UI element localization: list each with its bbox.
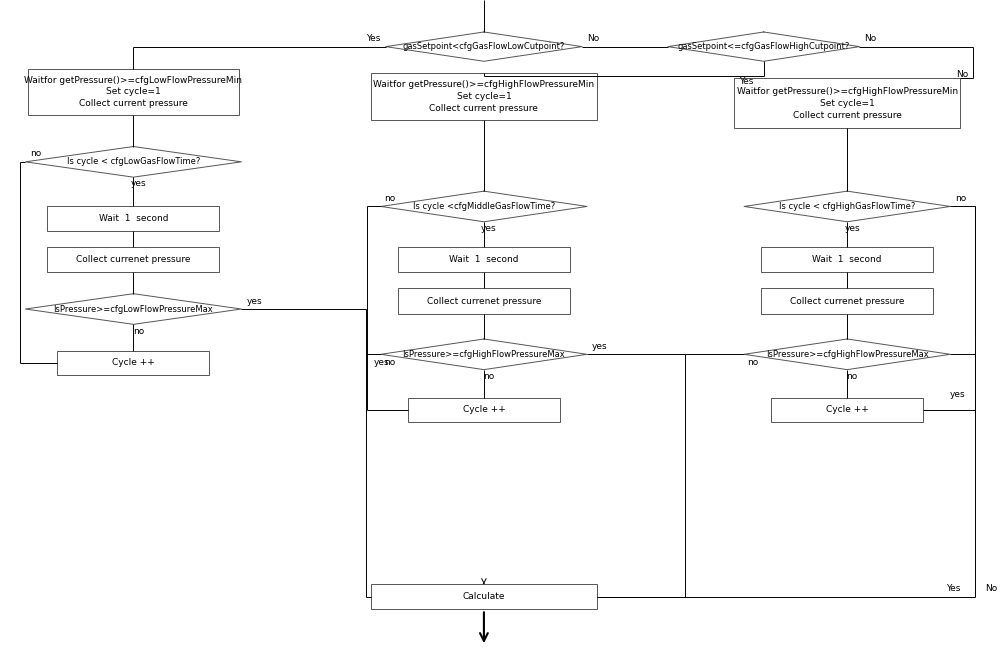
FancyBboxPatch shape bbox=[771, 398, 923, 422]
Text: yes: yes bbox=[949, 390, 965, 399]
Text: no: no bbox=[30, 149, 42, 159]
Text: yes: yes bbox=[374, 358, 390, 367]
Text: gasSetpoint<cfgGasFlowLowCutpoint?: gasSetpoint<cfgGasFlowLowCutpoint? bbox=[403, 42, 565, 51]
Text: no: no bbox=[747, 358, 758, 367]
Text: Yes: Yes bbox=[740, 77, 754, 86]
FancyBboxPatch shape bbox=[734, 79, 960, 129]
Text: No: No bbox=[985, 584, 997, 593]
Text: Collect currenet pressure: Collect currenet pressure bbox=[790, 296, 904, 306]
Text: no: no bbox=[955, 194, 966, 203]
FancyBboxPatch shape bbox=[47, 247, 219, 272]
FancyBboxPatch shape bbox=[47, 206, 219, 231]
Text: No: No bbox=[587, 34, 599, 43]
FancyBboxPatch shape bbox=[57, 351, 209, 375]
Text: Wait  1  second: Wait 1 second bbox=[449, 255, 519, 264]
Text: IsPressure>=cfgHighFlowPressureMax: IsPressure>=cfgHighFlowPressureMax bbox=[766, 350, 929, 359]
Text: no: no bbox=[133, 326, 144, 336]
FancyBboxPatch shape bbox=[398, 288, 570, 314]
Text: Waitfor getPressure()>=cfgLowFlowPressureMin
Set cycle=1
Collect current pressur: Waitfor getPressure()>=cfgLowFlowPressur… bbox=[24, 76, 242, 108]
Text: No: No bbox=[956, 70, 968, 79]
Text: No: No bbox=[864, 34, 877, 43]
FancyBboxPatch shape bbox=[371, 73, 597, 120]
Text: Cycle ++: Cycle ++ bbox=[826, 405, 869, 414]
Text: yes: yes bbox=[592, 342, 608, 351]
Text: gasSetpoint<=cfgGasFlowHighCutpoint?: gasSetpoint<=cfgGasFlowHighCutpoint? bbox=[678, 42, 850, 51]
FancyBboxPatch shape bbox=[408, 398, 560, 422]
Text: Collect currenet pressure: Collect currenet pressure bbox=[76, 255, 191, 264]
Text: no: no bbox=[384, 358, 395, 367]
Text: Waitfor getPressure()>=cfgHighFlowPressureMin
Set cycle=1
Collect current pressu: Waitfor getPressure()>=cfgHighFlowPressu… bbox=[737, 87, 958, 119]
Text: yes: yes bbox=[844, 224, 860, 233]
Text: yes: yes bbox=[481, 224, 497, 233]
Text: Waitfor getPressure()>=cfgHighFlowPressureMin
Set cycle=1
Collect current pressu: Waitfor getPressure()>=cfgHighFlowPressu… bbox=[373, 81, 594, 113]
Text: Is cycle < cfgLowGasFlowTime?: Is cycle < cfgLowGasFlowTime? bbox=[67, 157, 200, 166]
Text: Yes: Yes bbox=[366, 34, 381, 43]
Text: Is cycle < cfgHighGasFlowTime?: Is cycle < cfgHighGasFlowTime? bbox=[779, 202, 915, 211]
FancyBboxPatch shape bbox=[28, 69, 239, 115]
Text: Collect currenet pressure: Collect currenet pressure bbox=[427, 296, 541, 306]
Text: no: no bbox=[483, 372, 494, 381]
Text: no: no bbox=[384, 194, 395, 203]
FancyBboxPatch shape bbox=[398, 247, 570, 272]
Text: Wait  1  second: Wait 1 second bbox=[812, 255, 882, 264]
Text: IsPressure>=cfgLowFlowPressureMax: IsPressure>=cfgLowFlowPressureMax bbox=[54, 304, 213, 314]
FancyBboxPatch shape bbox=[761, 288, 933, 314]
Text: yes: yes bbox=[246, 296, 262, 306]
FancyBboxPatch shape bbox=[371, 584, 597, 609]
FancyBboxPatch shape bbox=[761, 247, 933, 272]
Text: Cycle ++: Cycle ++ bbox=[463, 405, 505, 414]
Text: IsPressure>=cfgHighFlowPressureMax: IsPressure>=cfgHighFlowPressureMax bbox=[403, 350, 565, 359]
Text: Yes: Yes bbox=[946, 584, 960, 593]
Text: Calculate: Calculate bbox=[463, 592, 505, 601]
Text: no: no bbox=[846, 372, 858, 381]
Text: Is cycle <cfgMiddleGasFlowTime?: Is cycle <cfgMiddleGasFlowTime? bbox=[413, 202, 555, 211]
Text: Wait  1  second: Wait 1 second bbox=[99, 214, 168, 223]
Text: yes: yes bbox=[131, 179, 146, 188]
Text: Cycle ++: Cycle ++ bbox=[112, 358, 155, 368]
